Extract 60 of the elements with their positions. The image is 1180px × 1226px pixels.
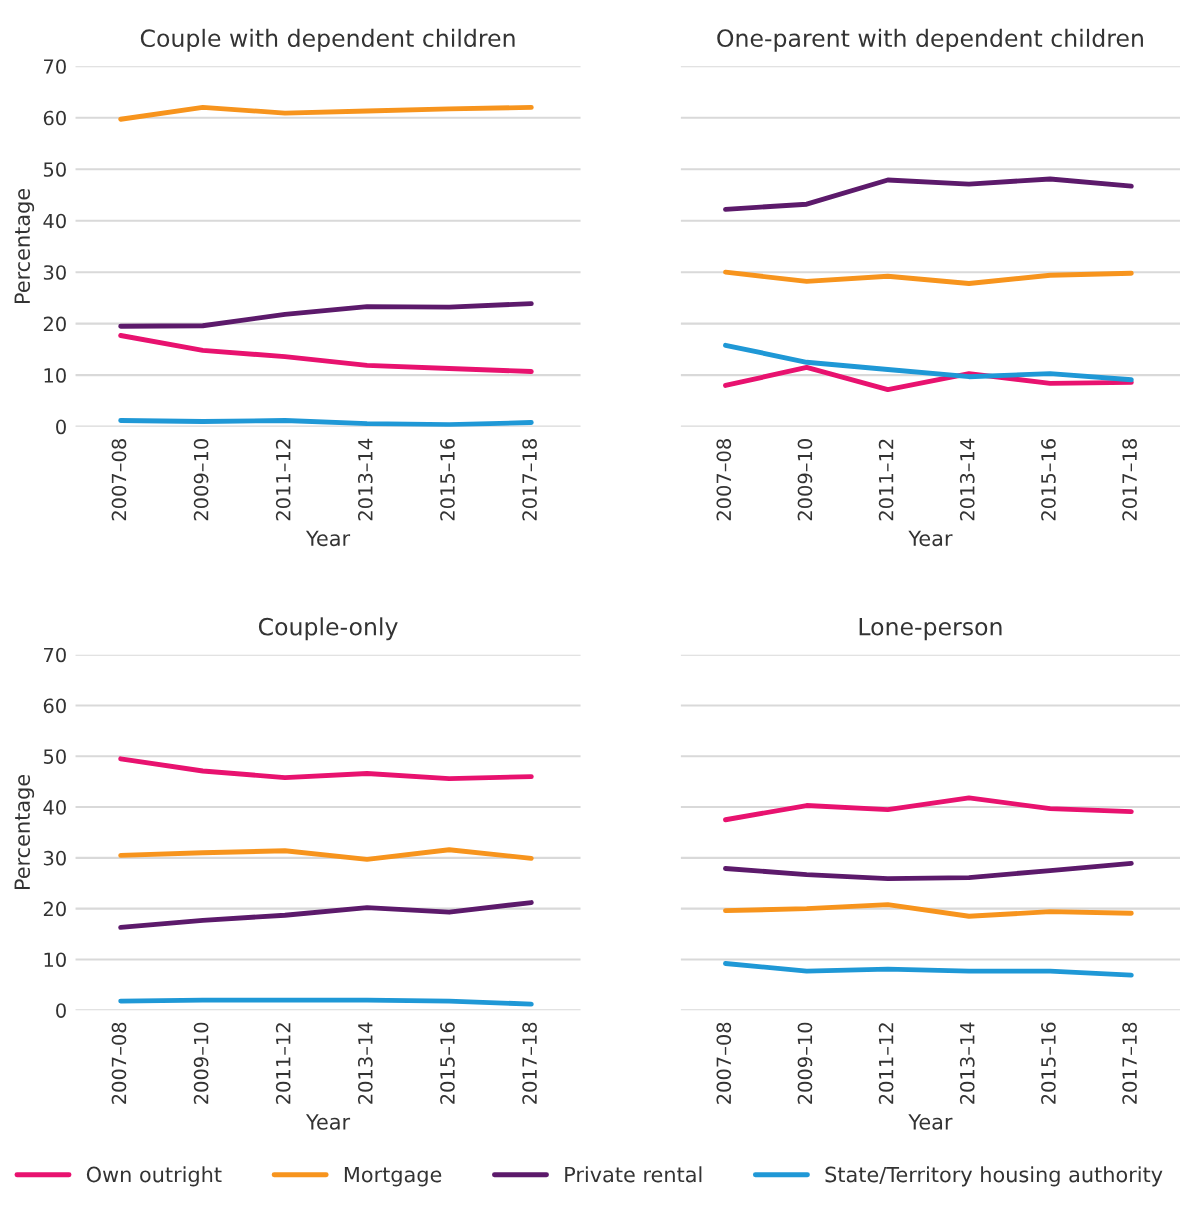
x-tick-label: 2013–14	[959, 438, 975, 521]
y-tick-label: 10	[44, 952, 66, 968]
y-tick-label: 60	[43, 110, 66, 126]
line-series	[118, 756, 534, 782]
line-series	[118, 900, 534, 930]
legend-label: State/Territory housing authority	[825, 1166, 1163, 1187]
x-axis-title: Year	[305, 1114, 351, 1130]
y-tick-label: 50	[43, 162, 66, 177]
legend-label: Mortgage	[344, 1166, 442, 1187]
x-tick-label: 2015–16	[440, 438, 455, 521]
y-tick-label: 70	[44, 647, 66, 663]
x-tick-label: 2009–10	[193, 1022, 209, 1104]
chart-title: Couple-only	[258, 617, 398, 641]
line-series	[118, 301, 534, 329]
x-tick-label: 2017–18	[522, 1022, 537, 1104]
chart-title: Lone-person	[859, 618, 1002, 641]
y-tick-label: 40	[43, 800, 66, 815]
line-series	[118, 333, 534, 374]
y-tick-label: 50	[43, 749, 66, 764]
y-tick-label: 60	[43, 698, 66, 714]
line-series	[118, 104, 534, 122]
y-tick-label: 10	[44, 368, 66, 383]
x-tick-label: 2017–18	[1122, 1022, 1137, 1104]
x-tick-label: 2015–16	[1041, 1022, 1056, 1104]
x-tick-label: 2011–12	[275, 1023, 291, 1104]
x-tick-label: 2007–08	[111, 439, 127, 521]
y-tick-label: 30	[43, 265, 66, 280]
x-tick-label: 2007–08	[716, 1022, 732, 1104]
x-tick-label: 2009–10	[797, 439, 813, 521]
y-tick-label: 0	[56, 419, 66, 435]
y-tick-label: 20	[43, 316, 66, 332]
x-tick-label: 2017–18	[522, 439, 537, 521]
y-tick-label: 30	[43, 850, 66, 866]
y-tick-label: 40	[43, 213, 66, 229]
x-tick-label: 2009–10	[797, 1022, 813, 1104]
x-tick-label: 2015–16	[440, 1022, 455, 1104]
chart-title: One-parent with dependent children	[717, 28, 1143, 52]
y-tick-label: 20	[43, 901, 66, 917]
x-tick-label: 2007–08	[716, 439, 732, 521]
x-tick-label: 2017–18	[1122, 439, 1137, 521]
legend-label: Private rental	[565, 1166, 702, 1183]
x-tick-label: 2011–12	[878, 439, 894, 521]
x-tick-label: 2009–10	[193, 439, 209, 521]
x-axis-title: Year	[908, 530, 953, 547]
y-tick-label: 0	[56, 1003, 66, 1018]
y-tick-label: 70	[44, 59, 66, 74]
x-tick-label: 2015–16	[1041, 438, 1056, 521]
x-tick-label: 2013–14	[357, 438, 373, 521]
chart-title: Couple with dependent children	[140, 28, 515, 52]
x-axis-title: Year	[305, 530, 351, 547]
legend-label: Own outright	[86, 1166, 222, 1187]
x-axis-title: Year	[908, 1114, 953, 1130]
x-tick-label: 2011–12	[878, 1023, 894, 1104]
x-tick-label: 2013–14	[357, 1022, 373, 1104]
x-tick-label: 2007–08	[111, 1022, 127, 1104]
y-axis-title: Percentage	[14, 188, 35, 303]
y-axis-title: Percentage	[14, 774, 35, 889]
line-series	[118, 847, 534, 862]
x-tick-label: 2011–12	[275, 439, 291, 521]
x-tick-label: 2013–14	[959, 1022, 975, 1104]
